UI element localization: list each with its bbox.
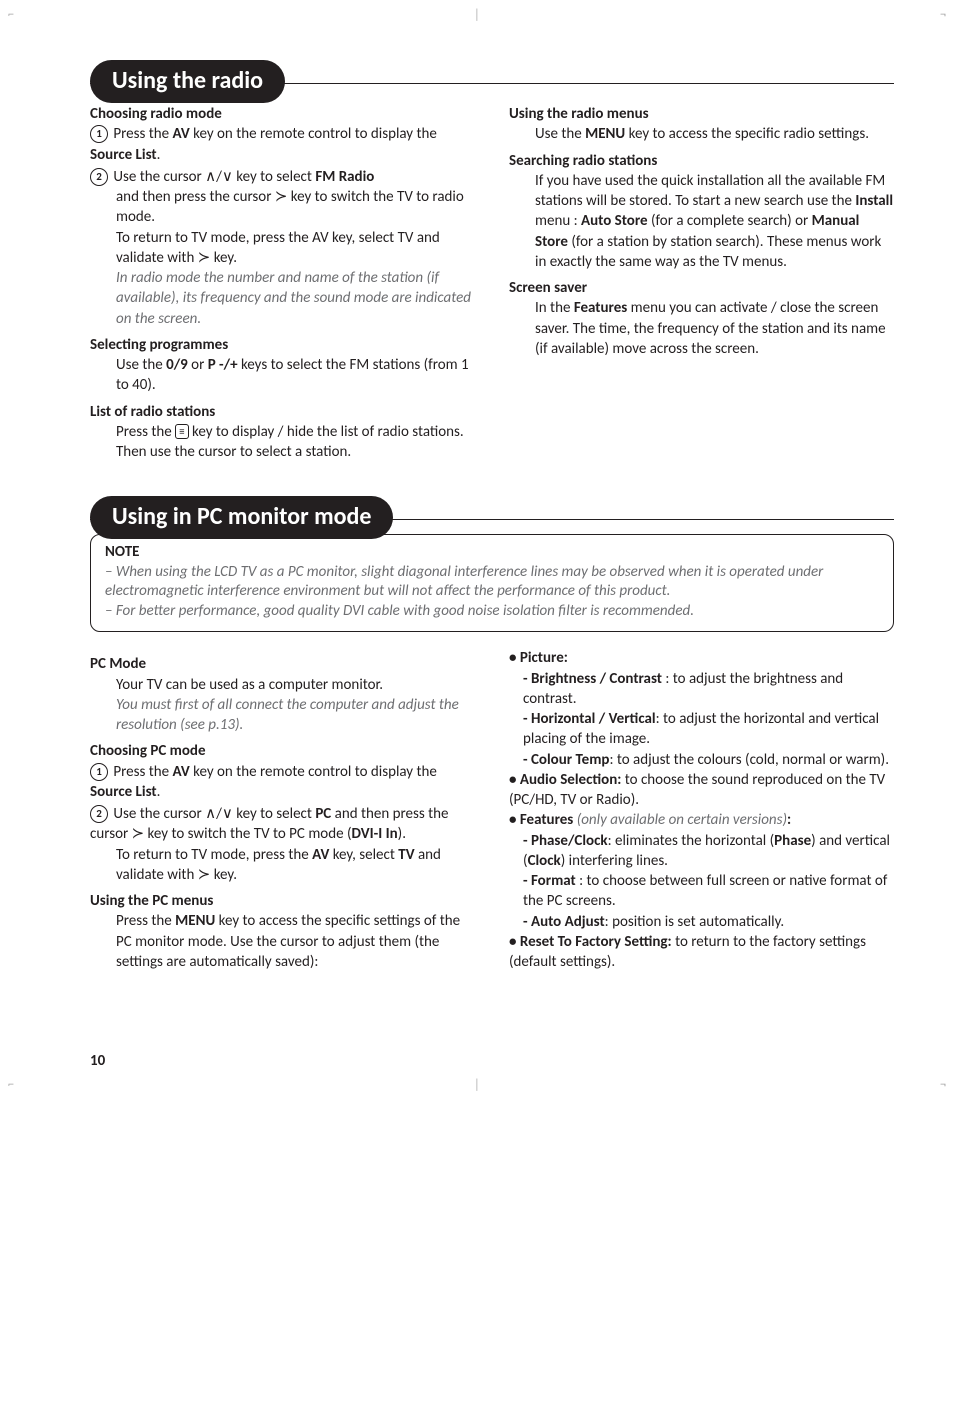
- heading: Using the PC menus: [90, 891, 475, 911]
- list-item: 1 Press the AV key on the remote control…: [90, 124, 475, 165]
- bullet-heading: • Features: [509, 811, 573, 829]
- keyword: Auto Store: [581, 212, 648, 230]
- note-text: (only available on certain versions): [573, 811, 787, 829]
- text: • Features (only available on certain ve…: [509, 810, 894, 830]
- section1-columns: Choosing radio mode 1 Press the AV key o…: [90, 98, 894, 462]
- step-number-icon: 2: [90, 168, 108, 186]
- text: - Format : to choose between full screen…: [509, 871, 894, 912]
- crop-mark: ⌐: [8, 1078, 14, 1092]
- step-number-icon: 2: [90, 805, 108, 823]
- keyword: - Auto Adjust: [523, 913, 605, 931]
- text: In the Features menu you can activate / …: [509, 298, 894, 359]
- list-item: 1 Press the AV key on the remote control…: [90, 762, 475, 803]
- heading: Selecting programmes: [90, 335, 475, 355]
- heading: Screen saver: [509, 278, 894, 298]
- crop-mark: ¬: [940, 1078, 946, 1092]
- crop-mark: │: [474, 1078, 480, 1092]
- text: - Phase/Clock: eliminates the horizontal…: [509, 831, 894, 872]
- text: If you have used the quick installation …: [509, 171, 894, 272]
- note-line: – When using the LCD TV as a PC monitor,…: [105, 563, 879, 602]
- text: Press the MENU key to access the specifi…: [90, 911, 475, 972]
- text: - Colour Temp: to adjust the colours (co…: [509, 750, 894, 770]
- left-column: PC Mode Your TV can be used as a compute…: [90, 648, 475, 972]
- page-number: 10: [90, 1052, 894, 1070]
- text: - Brightness / Contrast : to adjust the …: [509, 669, 894, 710]
- keyword: MENU: [175, 912, 215, 930]
- text: Press the: [113, 125, 172, 143]
- text: To return to TV mode, press the AV key, …: [90, 845, 475, 886]
- keyword: - Brightness / Contrast: [523, 670, 662, 688]
- text: Your TV can be used as a computer monito…: [90, 675, 475, 695]
- keyword: Features: [574, 299, 627, 317]
- note-box: NOTE – When using the LCD TV as a PC mon…: [90, 534, 894, 632]
- section2-columns: PC Mode Your TV can be used as a compute…: [90, 648, 894, 972]
- keyword: P -/+: [208, 356, 238, 374]
- heading: Choosing radio mode: [90, 104, 475, 124]
- keyword: PC: [315, 805, 331, 823]
- heading: Searching radio stations: [509, 151, 894, 171]
- step-number-icon: 1: [90, 763, 108, 781]
- text: key on the remote control to display the: [190, 125, 437, 143]
- bullet-heading: • Reset To Factory Setting:: [509, 933, 672, 951]
- list-item: 2 Use the cursor ∧/∨ key to select FM Ra…: [90, 167, 475, 329]
- left-column: Choosing radio mode 1 Press the AV key o…: [90, 98, 475, 462]
- manual-page: ⌐ ¬ │ Using the radio Choosing radio mod…: [0, 0, 954, 1100]
- text: Use the 0/9 or P -/+ keys to select the …: [90, 355, 475, 396]
- keyword: DVI-I In: [352, 825, 398, 843]
- text: • Audio Selection: to choose the sound r…: [509, 770, 894, 811]
- keyword: AV: [173, 763, 190, 781]
- right-column: • Picture: - Brightness / Contrast : to …: [509, 648, 894, 972]
- section-header: Using in PC monitor mode: [90, 496, 894, 520]
- keyword: Install: [855, 192, 893, 210]
- right-column: Using the radio menus Use the MENU key t…: [509, 98, 894, 462]
- keyword: - Colour Temp: [523, 751, 609, 769]
- text: To return to TV mode, press the AV key, …: [90, 228, 475, 269]
- list-key-icon: ≡: [175, 424, 188, 439]
- heading: Using the radio menus: [509, 104, 894, 124]
- keyword: FM Radio: [315, 168, 374, 186]
- keyword: - Format: [523, 872, 576, 890]
- keyword: MENU: [585, 125, 625, 143]
- text: - Auto Adjust: position is set automatic…: [509, 912, 894, 932]
- text: • Reset To Factory Setting: to return to…: [509, 932, 894, 973]
- section-header: Using the radio: [90, 60, 894, 84]
- keyword: - Phase/Clock: [523, 832, 608, 850]
- keyword: Source List: [90, 783, 157, 801]
- keyword: Phase: [774, 832, 811, 850]
- keyword: AV: [312, 846, 329, 864]
- step-number-icon: 1: [90, 125, 108, 143]
- crop-mark: ⌐: [8, 8, 14, 22]
- keyword: Source List: [90, 146, 157, 164]
- note-text: You must first of all connect the comput…: [90, 695, 475, 736]
- bullet-heading: • Picture:: [509, 649, 568, 667]
- keyword: Clock: [528, 852, 561, 870]
- heading: PC Mode: [90, 654, 475, 674]
- note-line: – For better performance, good quality D…: [105, 602, 879, 622]
- keyword: AV: [173, 125, 190, 143]
- keyword: TV: [398, 846, 414, 864]
- heading: List of radio stations: [90, 402, 475, 422]
- keyword: - Horizontal / Vertical: [523, 710, 656, 728]
- text: - Horizontal / Vertical: to adjust the h…: [509, 709, 894, 750]
- text: Use the MENU key to access the specific …: [509, 124, 894, 144]
- crop-mark: ¬: [940, 8, 946, 22]
- text: and then press the cursor ≻ key to switc…: [90, 187, 475, 228]
- crop-mark: │: [474, 8, 480, 22]
- list-item: 2 Use the cursor ∧/∨ key to select PC an…: [90, 804, 475, 885]
- note-label: NOTE: [105, 543, 139, 561]
- section-title: Using the radio: [90, 60, 285, 103]
- text: Use the cursor ∧/∨ key to select: [113, 168, 315, 186]
- text: .: [157, 146, 161, 164]
- heading: Choosing PC mode: [90, 741, 475, 761]
- keyword: 0/9: [166, 356, 188, 374]
- text: Press the ≡ key to display / hide the li…: [90, 422, 475, 463]
- bullet-heading: • Audio Selection:: [509, 771, 621, 789]
- section-title: Using in PC monitor mode: [90, 496, 393, 539]
- note-text: In radio mode the number and name of the…: [90, 268, 475, 329]
